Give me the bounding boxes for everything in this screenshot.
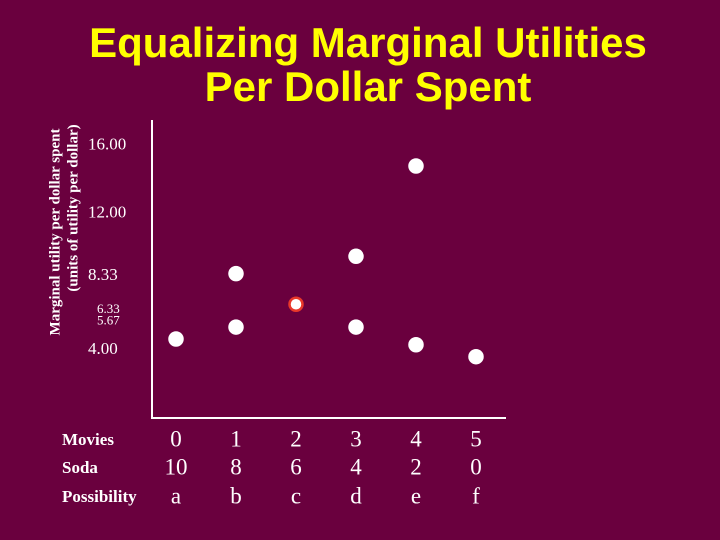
table-cell: d xyxy=(350,483,362,508)
table-cell: c xyxy=(291,483,301,508)
title-line: Equalizing Marginal Utilities xyxy=(89,19,647,66)
y-tick-label: 12.00 xyxy=(88,203,126,222)
table-cell: 2 xyxy=(290,426,302,451)
point xyxy=(168,331,184,347)
table-cell: b xyxy=(230,483,242,508)
point xyxy=(408,158,424,174)
point xyxy=(348,248,364,264)
y-tick-label: 6.33 xyxy=(97,301,120,316)
table-cell: 3 xyxy=(350,426,362,451)
table-cell: 1 xyxy=(230,426,242,451)
table-cell: 4 xyxy=(410,426,422,451)
y-tick-label: 4.00 xyxy=(88,339,118,358)
row-label: Soda xyxy=(62,458,98,477)
table-cell: e xyxy=(411,483,421,508)
point xyxy=(228,319,244,335)
point xyxy=(228,265,244,282)
table-cell: f xyxy=(472,483,480,508)
table-cell: 0 xyxy=(470,454,482,479)
row-label: Possibility xyxy=(62,487,137,506)
table-cell: a xyxy=(171,483,181,508)
point xyxy=(408,337,424,353)
table-cell: 0 xyxy=(170,426,182,451)
table-cell: 5 xyxy=(470,426,482,451)
y-axis-label: (units of utility per dollar) xyxy=(65,124,81,291)
table-cell: 8 xyxy=(230,454,242,479)
y-tick-label: 16.00 xyxy=(88,134,126,153)
table-cell: 6 xyxy=(290,454,302,479)
point xyxy=(348,319,364,335)
y-tick-label: 5.67 xyxy=(97,312,120,327)
y-axis-label: Marginal utility per dollar spent xyxy=(47,129,63,336)
table-cell: 10 xyxy=(165,454,188,479)
table-cell: 4 xyxy=(350,454,362,479)
row-label: Movies xyxy=(62,430,114,449)
point xyxy=(468,348,484,365)
y-tick-label: 8.33 xyxy=(88,265,118,284)
title-line: Per Dollar Spent xyxy=(205,63,532,110)
table-cell: 2 xyxy=(410,454,422,479)
point xyxy=(288,296,304,312)
